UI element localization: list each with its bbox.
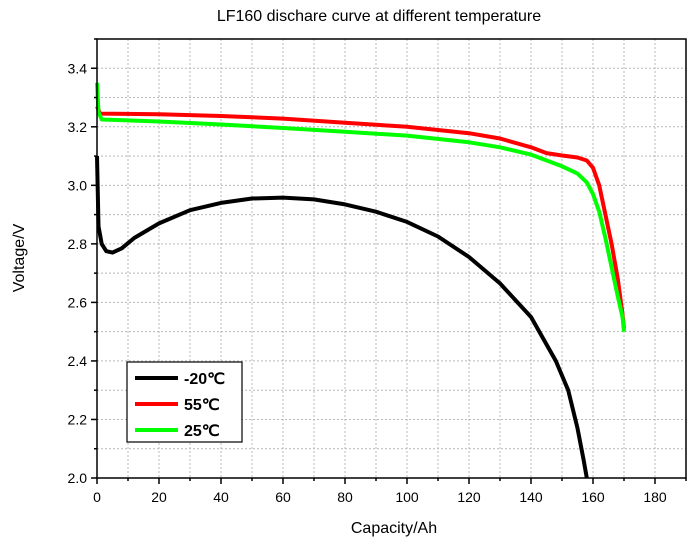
y-tick-label: 3.2: [68, 119, 88, 135]
x-tick-label: 120: [457, 489, 481, 505]
x-tick-label: 40: [213, 489, 229, 505]
axis-ticks: [91, 38, 687, 484]
x-tick-label: 180: [643, 489, 667, 505]
x-tick-label: 160: [581, 489, 605, 505]
x-tick-label: 20: [151, 489, 167, 505]
legend-label-series-1: -20℃: [184, 371, 225, 388]
legend-label-series-2: 55℃: [184, 397, 220, 414]
chart-title: LF160 dischare curve at different temper…: [217, 8, 541, 25]
x-axis-title: Capacity/Ah: [351, 520, 437, 537]
series-line-3: [95, 82, 626, 332]
series-line-1: [95, 156, 589, 479]
x-tick-label: 0: [93, 489, 101, 505]
series-line-2: [95, 105, 626, 329]
y-tick-label: 2.2: [68, 411, 88, 427]
y-tick-label: 2.0: [68, 470, 88, 486]
y-tick-label: 2.4: [68, 353, 88, 369]
y-tick-label: 2.8: [68, 236, 88, 252]
x-tick-label: 140: [519, 489, 543, 505]
y-axis-title: Voltage/V: [11, 223, 28, 292]
series-layer: [95, 82, 626, 479]
legend: -20℃ 55℃ 25℃: [126, 361, 243, 443]
x-tick-label: 60: [275, 489, 291, 505]
legend-label-series-3: 25℃: [184, 423, 220, 440]
x-tick-label: 80: [337, 489, 353, 505]
x-tick-label: 100: [395, 489, 419, 505]
y-tick-label: 2.6: [68, 294, 88, 310]
y-tick-label: 3.4: [68, 60, 88, 76]
y-tick-label: 3.0: [68, 177, 88, 193]
tick-labels: 0 20 40 60 80 100 120 140 160 180 2.0 2.2 2.4 2.6 2.8 3…: [68, 60, 667, 505]
plot-frame: [96, 38, 687, 479]
